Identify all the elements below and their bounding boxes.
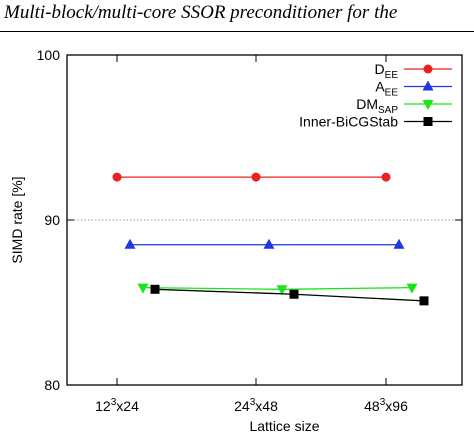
x-tick-label: 483x96 bbox=[364, 397, 408, 414]
x-tick-label: 123x24 bbox=[95, 397, 139, 414]
data-point bbox=[124, 238, 136, 249]
data-point bbox=[263, 238, 275, 249]
header-rule bbox=[0, 31, 474, 32]
y-tick-label: 100 bbox=[37, 47, 61, 63]
legend-entry: DMSAP bbox=[356, 96, 452, 116]
legend-label: DMSAP bbox=[356, 96, 398, 116]
page-header-title: Multi-block/multi-core SSOR precondition… bbox=[4, 2, 398, 23]
data-point bbox=[150, 284, 160, 294]
data-point bbox=[112, 172, 122, 182]
data-point bbox=[276, 285, 288, 296]
y-tick-label: 90 bbox=[44, 212, 60, 228]
data-point bbox=[137, 283, 149, 294]
series-dm bbox=[137, 283, 418, 296]
legend-marker bbox=[422, 100, 434, 110]
legend-marker bbox=[423, 117, 433, 126]
legend-marker bbox=[422, 80, 434, 91]
y-axis-label: SIMD rate [%] bbox=[9, 176, 25, 263]
legend-entry: AEE bbox=[375, 79, 452, 99]
data-point bbox=[419, 296, 429, 306]
data-point bbox=[381, 172, 391, 182]
series-inner-bicgstab bbox=[150, 284, 429, 306]
series-a bbox=[124, 238, 405, 249]
legend-entry: DEE bbox=[375, 61, 452, 81]
legend-marker bbox=[423, 64, 433, 74]
legend-label: Inner-BiCGStab bbox=[299, 114, 398, 130]
data-point bbox=[406, 283, 418, 294]
data-point bbox=[251, 172, 261, 182]
axis-ticks: 80 90 100 123x24 243x48 483x96 bbox=[37, 47, 462, 414]
y-tick-label: 80 bbox=[44, 377, 60, 393]
legend-entry: Inner-BiCGStab bbox=[299, 114, 452, 130]
page-header: Multi-block/multi-core SSOR precondition… bbox=[0, 0, 474, 34]
x-axis-label: Lattice size bbox=[249, 418, 319, 434]
data-point bbox=[289, 289, 299, 299]
series-layer bbox=[112, 172, 429, 306]
x-tick-label: 243x48 bbox=[234, 397, 278, 414]
data-point bbox=[393, 238, 405, 249]
series-line bbox=[142, 287, 413, 290]
legend-label: DEE bbox=[375, 61, 399, 81]
legend-label: AEE bbox=[375, 79, 398, 99]
series-d bbox=[112, 172, 391, 182]
